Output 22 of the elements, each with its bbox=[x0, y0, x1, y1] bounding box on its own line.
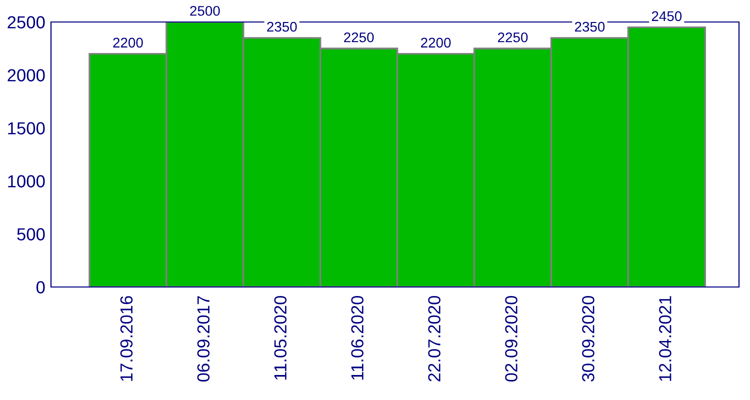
y-tick-label: 0 bbox=[36, 281, 45, 294]
x-tick-label: 22.07.2020 bbox=[428, 296, 440, 382]
x-tick-label: 12.04.2021 bbox=[659, 296, 672, 381]
data-label: 2350 bbox=[574, 22, 605, 32]
data-label: 2250 bbox=[498, 32, 528, 42]
x-tick-label: 30.09.2020 bbox=[582, 296, 594, 382]
x-tick-label: 06.09.2017 bbox=[197, 296, 210, 382]
y-tick-label: 1000 bbox=[8, 175, 45, 188]
y-tick-label: 2000 bbox=[8, 69, 45, 82]
y-tick-label: 2500 bbox=[8, 16, 45, 28]
data-label: 2200 bbox=[113, 38, 143, 48]
x-tick-label: 02.09.2020 bbox=[505, 296, 518, 382]
data-label: 2500 bbox=[190, 6, 220, 16]
x-tick-label: 11.05.2020 bbox=[274, 296, 287, 380]
data-label: 2200 bbox=[421, 38, 451, 48]
x-tick-label: 17.09.2016 bbox=[120, 296, 133, 381]
y-tick-label: 1500 bbox=[8, 122, 45, 134]
y-tick-label: 500 bbox=[17, 228, 45, 240]
data-label: 2350 bbox=[267, 22, 297, 32]
data-label: 2250 bbox=[344, 32, 374, 42]
x-tick-label: 11.06.2020 bbox=[351, 296, 364, 380]
data-label: 2450 bbox=[652, 11, 682, 22]
